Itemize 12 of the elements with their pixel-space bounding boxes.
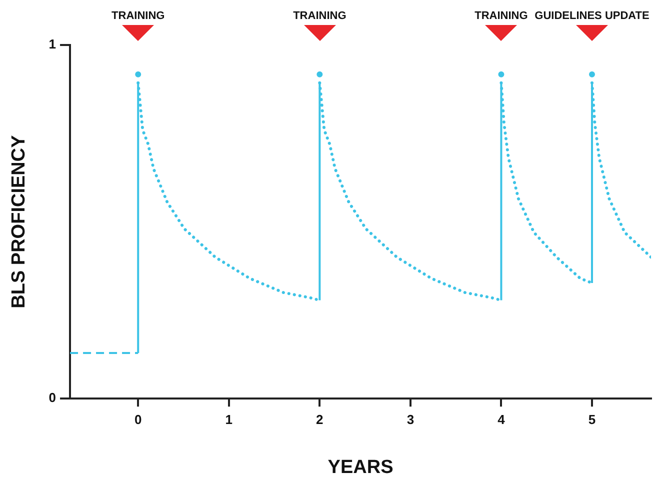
text: TRAINING xyxy=(474,10,528,22)
text: TRAINING xyxy=(112,10,165,22)
x-tick-label: 1 xyxy=(225,412,233,427)
text: TRAINING xyxy=(293,10,346,22)
text: GUIDELINES UPDATE xyxy=(534,10,650,22)
x-tick-label: 3 xyxy=(406,412,414,427)
y-axis-title: BLS PROFICIENCY xyxy=(8,134,30,308)
x-tick-label: 0 xyxy=(134,412,142,427)
x-axis-title: YEARS xyxy=(328,456,394,478)
x-tick-label: 4 xyxy=(498,412,506,427)
x-tick-label: 2 xyxy=(316,412,324,427)
x-tick-label: 5 xyxy=(588,412,596,427)
